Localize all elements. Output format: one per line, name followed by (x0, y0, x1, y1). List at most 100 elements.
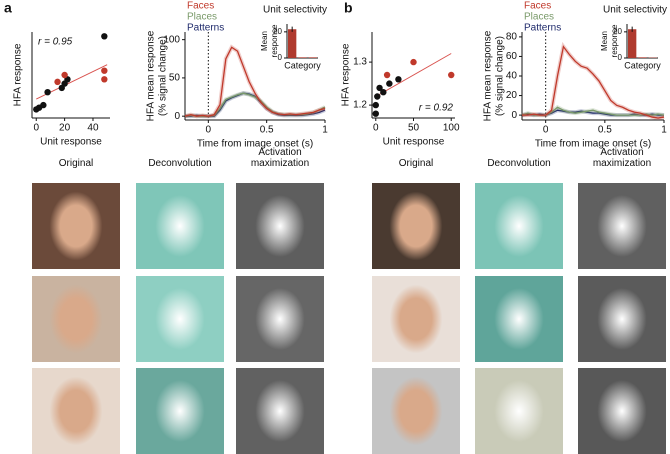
image (136, 276, 224, 362)
image (372, 368, 460, 454)
x-axis-label: Category (624, 60, 661, 70)
x-tick-label: 40 (87, 123, 99, 134)
y-axis-label: (% signal change) (158, 36, 169, 116)
y-tick-label: 0 (174, 111, 180, 122)
x-tick-label: 1 (322, 125, 328, 136)
trend-line (375, 53, 452, 97)
point (380, 89, 387, 96)
x-tick-label: 0 (33, 123, 39, 134)
x-tick-label: 0 (206, 125, 212, 136)
legend-entry: Places (524, 12, 554, 23)
series-line (184, 46, 326, 117)
point (54, 78, 61, 86)
chart-title: Unit selectivity (263, 5, 327, 16)
y-tick-label: 60 (506, 51, 518, 62)
x-tick-label: 0.5 (598, 125, 612, 136)
x-tick-label: 0.5 (260, 125, 274, 136)
y-axis-label: HFA mean response (146, 30, 157, 121)
image (475, 183, 563, 269)
charts: a b 0 20 40 r = 0.95 Unit response HFA respon… (4, 0, 667, 150)
y-tick-label: 50 (169, 73, 181, 84)
image (372, 183, 460, 269)
image (32, 183, 120, 269)
point (448, 71, 455, 79)
y-tick-label: 40 (506, 71, 518, 82)
y-axis-label: response (270, 24, 279, 57)
y-axis-label: (% signal change) (495, 36, 506, 116)
y-tick-label: 80 (506, 32, 518, 43)
y-tick-label: 100 (163, 34, 180, 45)
y-axis-label: HFA response (341, 43, 352, 106)
point (40, 101, 47, 109)
y-tick-label: 20 (273, 27, 282, 36)
image (372, 276, 460, 362)
annotation: r = 0.95 (38, 37, 73, 48)
x-axis-label: Unit response (40, 137, 102, 148)
point (386, 80, 393, 87)
image (475, 276, 563, 362)
annotation: r = 0.92 (419, 103, 454, 114)
x-axis-label: Category (284, 60, 321, 70)
y-axis-label: HFA mean response (483, 30, 494, 121)
bar (628, 29, 637, 58)
point (61, 71, 68, 79)
column-header: Activation maximization (250, 147, 310, 169)
y-tick-label: 0 (618, 53, 623, 62)
image (236, 276, 324, 362)
x-tick-label: 0 (373, 123, 379, 134)
image (136, 183, 224, 269)
point (395, 76, 402, 83)
image (32, 368, 120, 454)
y-axis-label: response (610, 24, 619, 57)
image (136, 368, 224, 454)
legend-entry: Patterns (524, 23, 561, 34)
legend-entry: Patterns (187, 23, 224, 34)
column-header: Deconvolution (487, 158, 551, 169)
x-tick-label: 50 (408, 123, 420, 134)
point (374, 93, 381, 100)
image (578, 276, 666, 362)
point (101, 67, 108, 74)
series-line (522, 45, 665, 119)
bar (638, 57, 647, 58)
y-tick-label: 0 (511, 110, 517, 121)
x-tick-label: 100 (443, 123, 460, 134)
image (236, 183, 324, 269)
legend-entry: Faces (187, 1, 214, 12)
bar (288, 29, 297, 58)
image (578, 183, 666, 269)
column-header: Deconvolution (148, 158, 212, 169)
panel-letter: a (4, 0, 12, 16)
bar (308, 57, 317, 58)
column-header: Activation maximization (592, 147, 652, 169)
point (372, 110, 379, 117)
y-axis-label: Mean (600, 31, 609, 51)
image (578, 368, 666, 454)
panel-letter: b (344, 0, 353, 16)
x-tick-label: 1 (661, 125, 667, 136)
point (101, 33, 108, 40)
legend-entry: Faces (524, 1, 551, 12)
point (376, 84, 383, 92)
legend-entry: Places (187, 12, 217, 23)
point (410, 58, 417, 66)
point (383, 71, 391, 79)
x-axis-label: Unit response (383, 137, 445, 148)
bar (298, 57, 307, 58)
image (32, 276, 120, 362)
point (44, 89, 51, 96)
y-axis-label: HFA response (13, 43, 24, 106)
point (101, 76, 108, 83)
y-axis-label: Mean (260, 31, 269, 51)
image (236, 368, 324, 454)
y-tick-label: 0 (278, 53, 283, 62)
x-axis-label: Time from image onset (s) (197, 139, 313, 150)
point (372, 101, 379, 109)
y-tick-label: 20 (506, 90, 518, 101)
x-tick-label: 20 (59, 123, 71, 134)
x-tick-label: 0 (543, 125, 549, 136)
y-tick-label: 20 (613, 27, 622, 36)
y-tick-label: 1.3 (353, 57, 367, 68)
y-tick-label: 1.2 (353, 100, 367, 111)
